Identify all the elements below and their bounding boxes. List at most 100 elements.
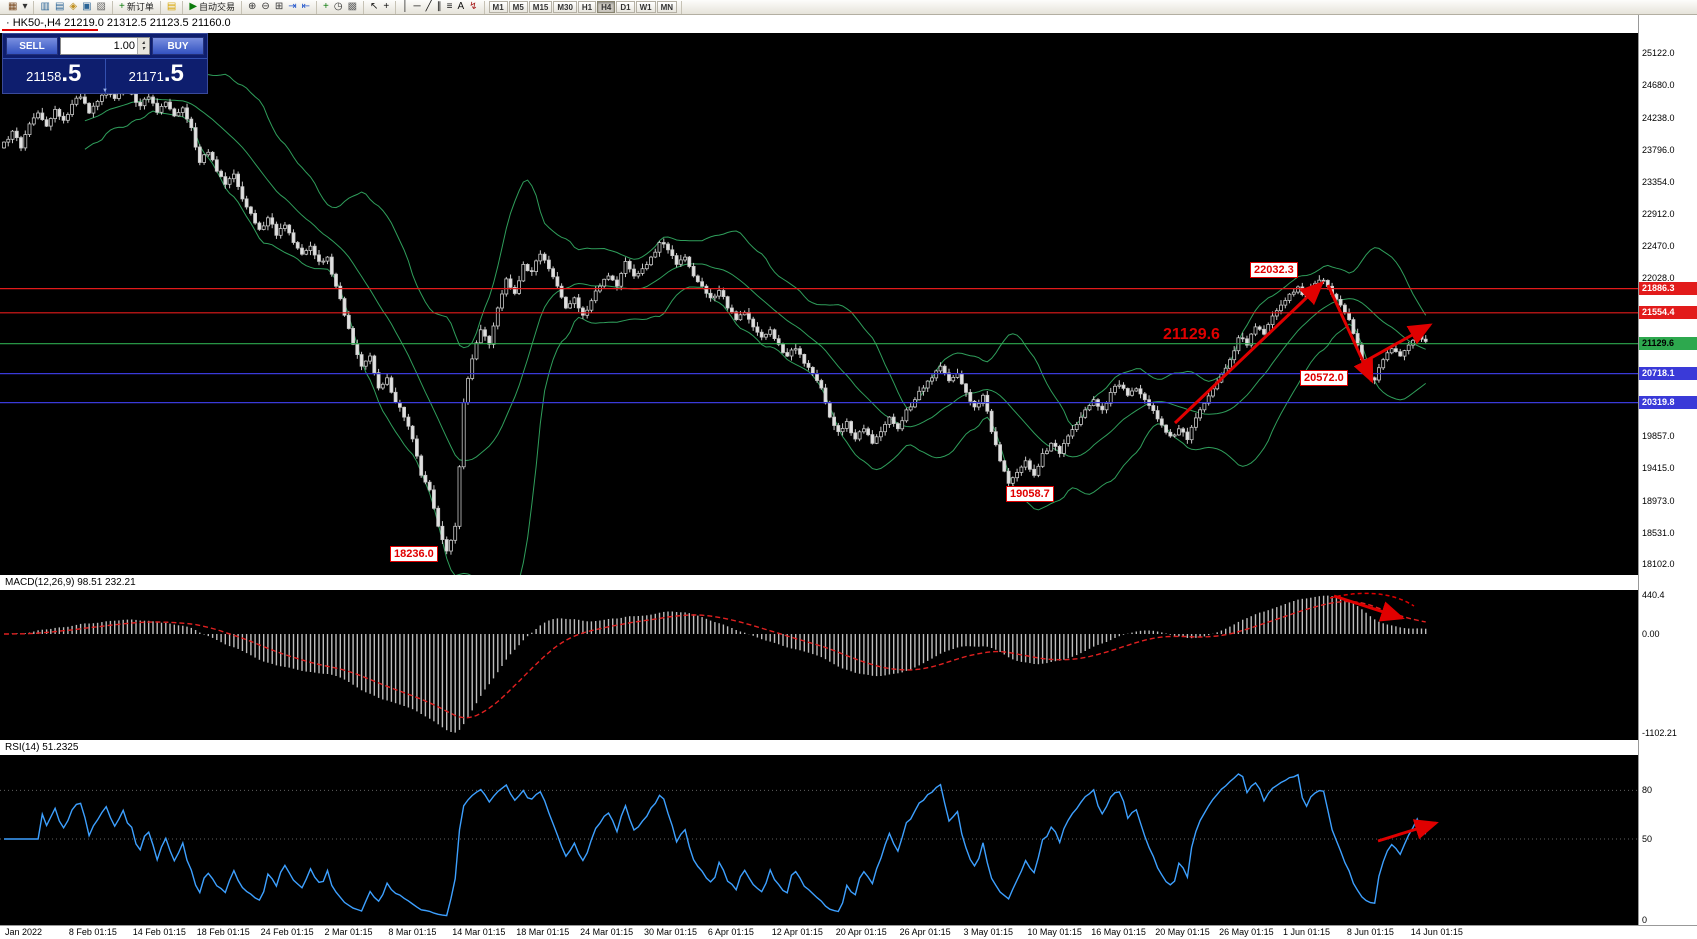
time-axis[interactable]: Jan 2022 8 Feb 01:15 14 Feb 01:15 18 Feb 01… (0, 925, 1697, 939)
new-chart-icon: ▦ (8, 1, 18, 12)
trend-line-icon: ╱ (425, 1, 432, 12)
sell-price[interactable]: 21158.5 (3, 59, 106, 93)
macd-values: 98.51 232.21 (77, 577, 136, 588)
time-label: 18 Feb 01:15 (196, 927, 250, 937)
strategy-tester-icon: ▧ (96, 1, 106, 12)
zoom-in-icon: ⊕ (248, 1, 257, 12)
panel-collapse-icon[interactable]: ▼ (102, 88, 108, 94)
buy-button[interactable]: BUY (152, 37, 204, 55)
macd-signal-line (4, 600, 1426, 719)
journal-icon: ▤ (166, 1, 177, 12)
zoom-out-button[interactable]: ⊖ (259, 1, 271, 14)
template-selector-icon: ▩ (347, 1, 358, 12)
macd-dashed-annotation (1329, 592, 1415, 607)
buy-price-small: 21171 (128, 69, 164, 84)
auto-trading-button[interactable]: ▶ 自动交易 (187, 1, 237, 14)
timeframe-mn-button[interactable]: MN (656, 1, 678, 13)
new-chart-button[interactable]: ▦ (6, 1, 19, 14)
volume-spin-buttons[interactable]: ▴ ▾ (137, 38, 149, 54)
time-label: 24 Feb 01:15 (260, 927, 314, 937)
macd-histogram (7, 595, 1427, 733)
fibonacci-button[interactable]: ≡ (445, 1, 455, 14)
equidistant-channel-button[interactable]: ∥ (435, 1, 444, 14)
market-watch-button[interactable]: ▥ (38, 1, 51, 14)
auto-scroll-button[interactable]: ⇥ (286, 1, 298, 14)
time-label: 14 Mar 01:15 (452, 927, 506, 937)
axis-tick: 0 (1642, 915, 1648, 925)
chart-shift-button[interactable]: ⇤ (300, 1, 312, 14)
sell-price-big: .5 (61, 60, 82, 87)
volume-down-icon[interactable]: ▾ (141, 46, 145, 52)
rsi-chart[interactable] (0, 755, 1638, 925)
timeframe-m15-button[interactable]: M15 (528, 1, 553, 13)
price-line-tag: 21554.4 (1639, 306, 1697, 320)
time-label: 16 May 01:15 (1091, 927, 1146, 937)
volume-up-icon[interactable]: ▴ (141, 40, 145, 46)
timeframe-w1-button[interactable]: W1 (635, 1, 656, 13)
chart-profiles-button[interactable]: ▾ (20, 1, 29, 14)
journal-button[interactable]: ▤ (165, 1, 178, 14)
timeframe-h4-button[interactable]: H4 (597, 1, 616, 13)
time-label: 6 Apr 01:15 (707, 927, 754, 937)
text-label-icon: A (457, 1, 465, 12)
horizontal-lines[interactable] (0, 288, 1638, 404)
toolbar-group: ▤ (161, 0, 184, 14)
axis-tick: 24680.0 (1642, 80, 1675, 91)
auto-trading-label: 自动交易 (199, 1, 236, 12)
macd-pane[interactable] (0, 590, 1638, 740)
cursor-button[interactable]: ↖ (368, 1, 380, 14)
timeframe-h1-button[interactable]: H1 (577, 1, 597, 13)
new-order-button[interactable]: + 新订单 (117, 1, 156, 14)
horizontal-line-button[interactable]: ─ (412, 1, 423, 14)
main-chart-pane[interactable] (0, 33, 1638, 575)
sell-button[interactable]: SELL (6, 37, 58, 55)
period-selector-button[interactable]: ◷ (332, 1, 345, 14)
candlestick-chart[interactable] (0, 33, 1638, 575)
title-underline (2, 29, 98, 31)
volume-stepper[interactable]: 1.00 ▴ ▾ (60, 37, 150, 55)
trend-line-button[interactable]: ╱ (424, 1, 434, 14)
axis-tick: 22028.0 (1642, 273, 1675, 284)
auto-trading-icon: ▶ (189, 1, 198, 12)
rsi-pane[interactable] (0, 755, 1638, 925)
timeframe-m1-button[interactable]: M1 (488, 1, 508, 13)
price-line-tag: 21129.6 (1639, 337, 1697, 351)
candles-layer (2, 83, 1428, 555)
horizontal-line-icon: ─ (413, 1, 421, 12)
timeframe-m30-button[interactable]: M30 (553, 1, 577, 13)
bid-ask-row: 21158.5 21171.5 ▼ (3, 58, 208, 94)
arrow-objects-button[interactable]: ↯ (467, 1, 479, 14)
zoom-out-icon: ⊖ (261, 1, 270, 12)
crosshair-button[interactable]: + (381, 1, 391, 14)
axis-tick: 19415.0 (1642, 463, 1675, 474)
time-label: 14 Jun 01:15 (1410, 927, 1463, 937)
axis-tick: 18973.0 (1642, 495, 1675, 506)
macd-label: MACD(12,26,9) (5, 577, 75, 588)
timeframe-m5-button[interactable]: M5 (508, 1, 528, 13)
axis-tick: 23796.0 (1642, 144, 1675, 155)
navigator-icon: ◈ (69, 1, 78, 12)
template-selector-button[interactable]: ▩ (346, 1, 359, 14)
buy-price[interactable]: 21171.5 (106, 59, 208, 93)
toolbar-group: │ ─ ╱ ∥ ≡ A ↯ (396, 0, 485, 14)
rsi-arrows (1377, 819, 1439, 843)
chart-shift-marker: · (6, 17, 10, 29)
tile-windows-button[interactable]: ⊞ (273, 1, 285, 14)
navigator-button[interactable]: ◈ (67, 1, 79, 14)
axis-tick: 23354.0 (1642, 176, 1675, 187)
vertical-line-button[interactable]: │ (400, 1, 410, 14)
axis-tick: 19857.0 (1642, 431, 1675, 442)
text-label-button[interactable]: A (455, 1, 466, 14)
zoom-in-button[interactable]: ⊕ (246, 1, 258, 14)
volume-value[interactable]: 1.00 (113, 40, 135, 52)
timeframe-d1-button[interactable]: D1 (616, 1, 635, 13)
terminal-button[interactable]: ▣ (80, 1, 93, 14)
toolbar-group: ▥ ▤ ◈ ▣ ▧ (34, 0, 113, 14)
data-window-button[interactable]: ▤ (53, 1, 66, 14)
macd-chart[interactable] (0, 590, 1638, 740)
add-indicator-button[interactable]: + (321, 1, 331, 14)
strategy-tester-button[interactable]: ▧ (95, 1, 108, 14)
add-indicator-icon: + (322, 1, 329, 12)
market-watch-icon: ▥ (40, 1, 50, 12)
price-axis[interactable]: 25122.0 24680.0 24238.0 23796.0 23354.0 22912… (1638, 15, 1697, 925)
